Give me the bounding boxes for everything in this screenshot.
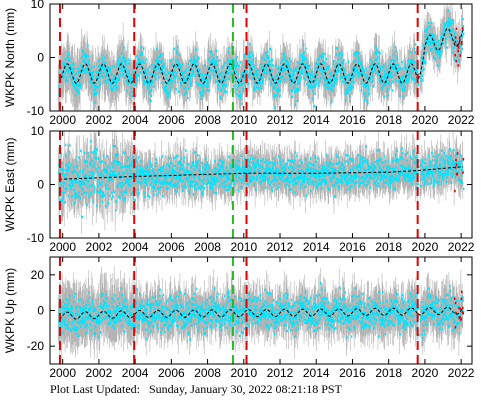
- x-tick-label: 2020: [412, 240, 439, 254]
- y-axis-label: WKPK East (mm): [3, 137, 17, 231]
- x-tick-label: 2004: [122, 366, 149, 380]
- panel-2: 2000 2002 2004 2006 2008 2010 2012 2014 2016 2018…: [3, 124, 475, 254]
- recent-data-points: [454, 152, 465, 193]
- y-tick-label: -10: [27, 231, 45, 245]
- y-tick-label: -10: [27, 104, 45, 118]
- y-tick-label: -20: [27, 339, 45, 353]
- x-tick-label: 2012: [267, 113, 294, 127]
- model-line: [58, 306, 464, 320]
- model-line: [59, 166, 463, 180]
- x-tick-label: 2020: [412, 366, 439, 380]
- y-tick-label: 0: [37, 304, 44, 318]
- x-tick-label: 2022: [448, 366, 475, 380]
- y-axis-label: WKPK Up (mm): [3, 268, 17, 353]
- x-tick-label: 2020: [412, 113, 439, 127]
- x-tick-label: 2008: [194, 113, 221, 127]
- last-updated-timestamp: Sunday, January 30, 2022 08:21:18 PST: [149, 382, 342, 396]
- x-tick-label: 2010: [230, 113, 257, 127]
- data-layer: [57, 266, 465, 360]
- recent-data-points: [453, 290, 464, 329]
- y-tick-label: 0: [37, 178, 44, 192]
- x-tick-label: 2018: [375, 113, 402, 127]
- last-updated-label: Plot Last Updated:: [50, 382, 140, 396]
- x-tick-label: 2004: [122, 113, 149, 127]
- x-tick-label: 2022: [448, 240, 475, 254]
- x-tick-label: 2014: [303, 366, 330, 380]
- y-axis-label: WKPK North (mm): [3, 8, 17, 107]
- x-tick-label: 2008: [194, 366, 221, 380]
- data-layer: [57, 131, 465, 234]
- x-tick-label: 2014: [303, 113, 330, 127]
- y-tick-label: 0: [37, 51, 44, 65]
- x-tick-label: 2022: [448, 113, 475, 127]
- y-tick-label: 20: [31, 268, 45, 282]
- x-tick-label: 2000: [49, 366, 76, 380]
- y-tick-label: 10: [31, 0, 45, 11]
- x-tick-label: 2002: [86, 113, 113, 127]
- x-tick-label: 2006: [158, 113, 185, 127]
- x-tick-label: 2016: [339, 240, 366, 254]
- x-tick-label: 2016: [339, 113, 366, 127]
- x-tick-label: 2016: [339, 366, 366, 380]
- x-tick-label: 2018: [375, 366, 402, 380]
- panel-3: 2000 2002 2004 2006 2008 2010 2012 2014 2016 2018…: [3, 256, 475, 380]
- x-tick-label: 2006: [158, 240, 185, 254]
- x-tick-label: 2008: [194, 240, 221, 254]
- x-tick-label: 2010: [230, 240, 257, 254]
- model-line: [58, 28, 464, 84]
- x-tick-label: 2000: [49, 240, 76, 254]
- x-tick-label: 2006: [158, 366, 185, 380]
- panel-1: 2000 2002 2004 2006 2008 2010 2012 2014 2016 2018…: [3, 0, 475, 127]
- x-tick-label: 2012: [267, 240, 294, 254]
- footer: Plot Last Updated: Sunday, January 30, 2…: [50, 382, 342, 397]
- x-tick-label: 2002: [86, 366, 113, 380]
- x-tick-label: 2000: [49, 113, 76, 127]
- x-tick-label: 2014: [303, 240, 330, 254]
- x-tick-label: 2010: [230, 366, 257, 380]
- x-tick-label: 2002: [86, 240, 113, 254]
- x-tick-label: 2004: [122, 240, 149, 254]
- x-tick-label: 2012: [267, 366, 294, 380]
- data-layer: [57, 4, 465, 111]
- x-tick-label: 2018: [375, 240, 402, 254]
- y-tick-label: 10: [31, 124, 45, 138]
